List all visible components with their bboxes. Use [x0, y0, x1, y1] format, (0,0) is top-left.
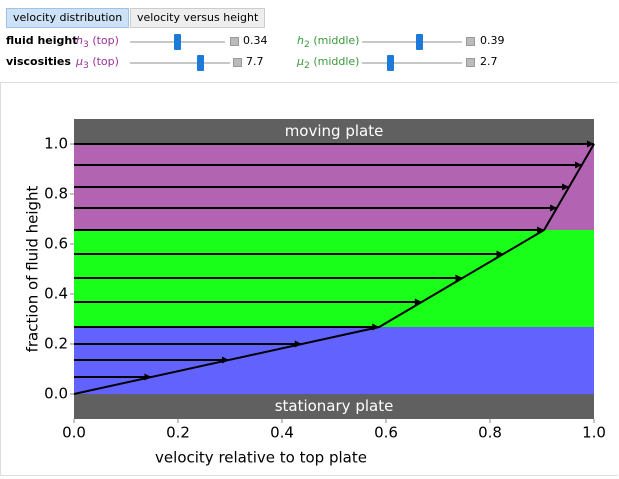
x-tick-label: 0.8 [478, 424, 502, 442]
value: 7.7 [246, 55, 264, 68]
text: (top) [92, 55, 119, 68]
chart: velocity relative to top plate fraction … [24, 119, 606, 467]
symbol: μ [297, 55, 304, 68]
x-axis-title: velocity relative to top plate [155, 449, 367, 467]
slider-thumb[interactable] [174, 34, 181, 50]
slider-thumb[interactable] [197, 55, 204, 71]
param-label: μ2 (middle) [297, 55, 359, 71]
x-tick-label: 0.2 [166, 424, 190, 442]
text: (middle) [313, 55, 360, 68]
plus-button[interactable] [233, 58, 242, 67]
velocity-profile [73, 143, 595, 395]
text: (top) [92, 34, 119, 47]
value: 2.7 [480, 55, 498, 68]
row-label: fluid height [6, 34, 78, 47]
plus-button[interactable] [230, 37, 239, 46]
tab[interactable]: velocity versus height [130, 8, 266, 28]
y-tick-label: 0.8 [44, 185, 68, 203]
x-tick-label: 1.0 [582, 424, 606, 442]
y-tick-label: 1.0 [44, 135, 68, 153]
text: (middle) [313, 34, 360, 47]
value: 0.39 [480, 34, 505, 47]
symbol: h [76, 34, 83, 47]
slider[interactable] [362, 55, 462, 71]
symbol: μ [76, 55, 83, 68]
param-label: μ3 (top) [76, 55, 119, 71]
slider[interactable] [130, 34, 225, 50]
sub: 3 [83, 60, 89, 72]
x-tick-label: 0.0 [62, 424, 86, 442]
plus-button[interactable] [466, 37, 475, 46]
stationary-plate [74, 394, 594, 419]
x-tick-label: 0.4 [270, 424, 294, 442]
y-tick-label: 0.2 [44, 335, 68, 353]
y-axis-title: fraction of fluid height [24, 185, 42, 352]
slider-thumb[interactable] [387, 55, 394, 71]
tab[interactable]: velocity distribution [6, 8, 130, 28]
plate-label: moving plate [285, 122, 384, 140]
param-label: h3 (top) [76, 34, 119, 50]
sub: 2 [304, 60, 310, 72]
symbol: h [297, 34, 304, 47]
y-tick-label: 0.6 [44, 235, 68, 253]
plus-button[interactable] [466, 58, 475, 67]
x-tick-label: 0.6 [374, 424, 398, 442]
moving-plate [74, 119, 594, 144]
row-label: viscosities [6, 55, 71, 68]
sub: 2 [303, 39, 310, 51]
y-tick-label: 0.0 [44, 385, 68, 403]
param-label: h2 (middle) [297, 34, 359, 50]
plate-label: stationary plate [275, 397, 394, 415]
output-panel: velocity relative to top plate fraction … [0, 82, 618, 476]
y-tick-label: 0.4 [44, 285, 68, 303]
value: 0.34 [243, 34, 268, 47]
slider[interactable] [130, 55, 230, 71]
slider[interactable] [362, 34, 462, 50]
slider-thumb[interactable] [416, 34, 423, 50]
sub: 3 [82, 39, 89, 51]
